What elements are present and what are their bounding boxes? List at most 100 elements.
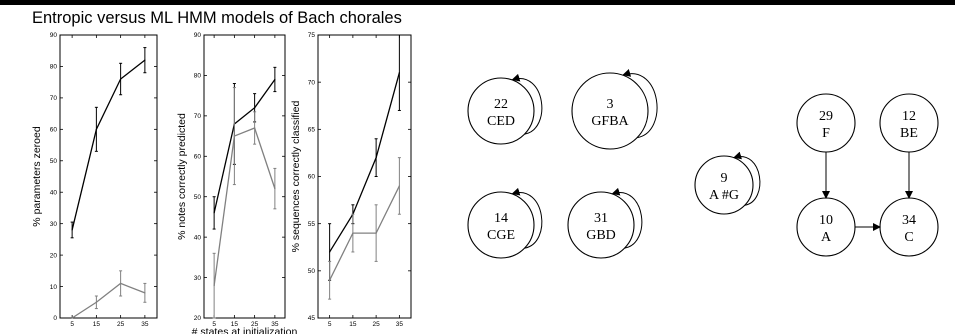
y-axis-label: % notes correctly predicted (176, 113, 188, 240)
data-point (274, 188, 276, 190)
y-axis-label: % sequences correctly classified (290, 100, 302, 252)
series-line (71, 282, 146, 319)
state-node-12: 12 BE (879, 93, 939, 153)
series-2 (71, 270, 147, 319)
y-tick-label: 80 (194, 73, 202, 80)
data-point (254, 127, 256, 129)
y-tick-label: 75 (308, 32, 316, 39)
data-point (95, 301, 97, 303)
state-notes: A #G (709, 188, 739, 203)
series-1 (70, 47, 147, 239)
series-line (213, 127, 276, 286)
y-tick-label: 30 (50, 221, 58, 228)
data-point (329, 251, 331, 253)
data-point (233, 135, 235, 137)
data-point (398, 72, 400, 74)
state-notes: F (822, 126, 830, 141)
data-point (95, 128, 97, 130)
series-2 (328, 157, 401, 300)
state-node-10: 10 A (796, 197, 856, 257)
state-diagram: 22 CED 3 GFBA 14 CGE 31 GBD 9 A #G 29 F 12 BE 10 A 34 C (467, 69, 939, 259)
data-point (254, 107, 256, 109)
data-point (375, 157, 377, 159)
x-tick-label: 25 (373, 321, 381, 328)
series-1 (212, 66, 277, 230)
chart-1: 0 10 20 30 40 50 60 70 80 90 5 15 25 35 % parameters z… (31, 32, 158, 328)
state-count: 10 (819, 213, 833, 228)
y-tick-label: 0 (53, 315, 57, 322)
state-count: 34 (902, 213, 916, 228)
x-tick-label: 15 (349, 321, 357, 328)
series-line (71, 59, 146, 231)
y-tick-label: 20 (194, 315, 202, 322)
y-tick-label: 70 (194, 113, 202, 120)
data-point (213, 212, 215, 214)
charts-group: 0 10 20 30 40 50 60 70 80 90 5 15 25 35 % parameters z… (31, 32, 412, 334)
self-loop-arrow (511, 187, 543, 249)
state-count: 3 (607, 97, 614, 112)
state-circle (467, 77, 535, 145)
y-tick-label: 60 (50, 127, 58, 134)
x-tick-label: 35 (396, 321, 404, 328)
series-2 (212, 87, 277, 319)
state-count: 29 (819, 109, 833, 124)
data-point (329, 279, 331, 281)
y-tick-label: 60 (194, 153, 202, 160)
data-point (120, 78, 122, 80)
data-point (71, 229, 73, 231)
state-count: 22 (494, 97, 508, 112)
state-count: 12 (902, 109, 916, 124)
state-node-3: 3 GFBA (571, 69, 658, 150)
self-loop-arrow (511, 73, 543, 135)
y-tick-label: 70 (50, 95, 58, 102)
y-tick-label: 20 (50, 252, 58, 259)
y-tick-label: 50 (308, 268, 316, 275)
y-tick-label: 10 (50, 284, 58, 291)
x-tick-label: 15 (93, 321, 101, 328)
series-line (329, 72, 401, 253)
data-point (352, 232, 354, 234)
state-node-9: 9 A #G (694, 151, 761, 215)
series-1 (328, 34, 401, 281)
data-point (120, 282, 122, 285)
state-notes: GBD (586, 228, 616, 243)
chart-2: 20 30 40 50 60 70 80 90 5 15 25 35 % notes correctly… (176, 32, 297, 334)
x-tick-label: 35 (141, 321, 149, 328)
x-tick-label: 5 (212, 321, 216, 328)
x-tick-label: 15 (231, 321, 239, 328)
x-tick-label: 5 (70, 321, 74, 328)
state-node-14: 14 CGE (467, 187, 543, 259)
state-notes: C (904, 230, 913, 245)
y-tick-label: 90 (50, 32, 58, 39)
y-tick-label: 40 (50, 189, 58, 196)
x-axis-label: # states at initialization (192, 326, 298, 334)
y-axis-label: % parameters zeroed (31, 126, 43, 227)
state-node-22: 22 CED (467, 73, 543, 145)
y-tick-label: 50 (50, 158, 58, 165)
data-point (274, 78, 276, 81)
self-loop-arrow (611, 187, 643, 249)
state-circle (571, 72, 649, 150)
plot-frame (59, 34, 158, 319)
y-tick-label: 80 (50, 64, 58, 71)
y-tick-label: 90 (194, 32, 202, 39)
self-loop-arrow (733, 151, 761, 206)
state-circle (467, 191, 535, 259)
data-point (375, 232, 377, 234)
y-tick-label: 65 (308, 127, 316, 134)
state-count: 31 (594, 211, 608, 226)
data-point (398, 185, 400, 187)
series-line (213, 79, 276, 214)
state-notes: A (821, 230, 832, 245)
chart-3: 45 50 55 60 65 70 75 5 15 25 35 % sequences correct… (290, 32, 412, 328)
state-node-34: 34 C (879, 197, 939, 257)
y-tick-label: 50 (194, 194, 202, 201)
y-tick-label: 55 (308, 221, 316, 228)
state-circle (694, 155, 754, 215)
y-tick-label: 30 (194, 275, 202, 282)
state-count: 9 (721, 171, 728, 186)
top-rule (0, 0, 955, 5)
series-line (329, 185, 400, 281)
figure-title: Entropic versus ML HMM models of Bach ch… (32, 9, 402, 27)
